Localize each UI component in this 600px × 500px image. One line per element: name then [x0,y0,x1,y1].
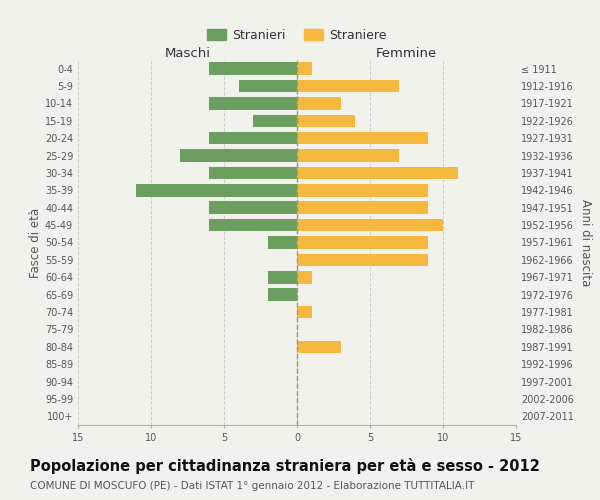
Bar [180,150,297,162]
Bar [297,271,311,283]
Text: COMUNE DI MOSCUFO (PE) - Dati ISTAT 1° gennaio 2012 - Elaborazione TUTTITALIA.IT: COMUNE DI MOSCUFO (PE) - Dati ISTAT 1° g… [30,481,475,491]
Bar [268,288,297,301]
Bar [209,62,297,75]
Bar [297,132,428,144]
Bar [297,80,399,92]
Bar [209,166,297,179]
Text: Popolazione per cittadinanza straniera per età e sesso - 2012: Popolazione per cittadinanza straniera p… [30,458,540,473]
Bar [136,184,297,196]
Text: Femmine: Femmine [376,46,437,60]
Bar [297,97,341,110]
Legend: Stranieri, Straniere: Stranieri, Straniere [205,26,389,44]
Bar [268,236,297,249]
Bar [297,150,399,162]
Bar [297,202,428,214]
Bar [297,62,311,75]
Bar [209,219,297,232]
Bar [209,202,297,214]
Bar [297,219,443,232]
Bar [209,132,297,144]
Bar [297,340,341,353]
Bar [268,271,297,283]
Text: Maschi: Maschi [164,46,211,60]
Bar [253,114,297,127]
Bar [239,80,297,92]
Bar [297,306,311,318]
Bar [297,236,428,249]
Bar [297,184,428,196]
Bar [297,254,428,266]
Bar [297,166,458,179]
Bar [209,97,297,110]
Y-axis label: Fasce di età: Fasce di età [29,208,42,278]
Y-axis label: Anni di nascita: Anni di nascita [579,199,592,286]
Bar [297,114,355,127]
